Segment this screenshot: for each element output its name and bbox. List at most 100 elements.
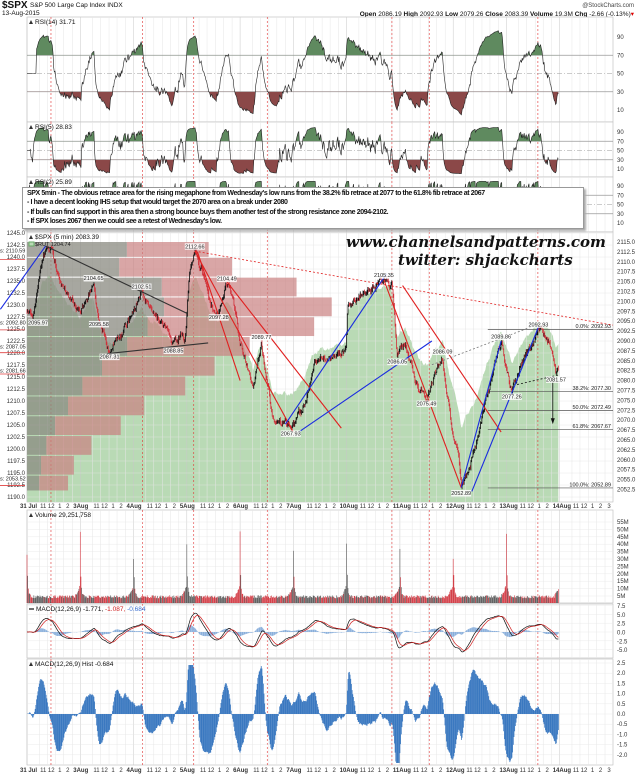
macd-axis-tick: -5.0 bbox=[617, 648, 628, 654]
volume-bar bbox=[249, 597, 250, 603]
volume-bar bbox=[535, 596, 537, 603]
volume-bar bbox=[376, 595, 377, 603]
left-axis-tick: 1242.5 bbox=[7, 243, 26, 249]
volume-bar bbox=[140, 597, 141, 603]
macd-label-part: -1.771, bbox=[83, 606, 105, 613]
hist-axis-tick: 0.0 bbox=[617, 712, 626, 718]
volume-bar bbox=[426, 597, 427, 603]
volume-bar bbox=[32, 597, 33, 603]
volume-bar bbox=[328, 597, 330, 603]
volume-bar bbox=[164, 597, 166, 603]
volume-bar bbox=[379, 595, 381, 603]
volume-bar bbox=[260, 595, 261, 603]
volume-bar bbox=[459, 597, 461, 603]
volume-bar bbox=[45, 597, 47, 603]
macd-hist-label: MACD(12,26,9) Hist -0.684 bbox=[35, 661, 114, 668]
volume-bar bbox=[248, 596, 250, 603]
volume-bar bbox=[487, 595, 488, 603]
volume-bar bbox=[90, 596, 91, 603]
x-axis-hour-label: 12 bbox=[314, 768, 321, 774]
volume-bar bbox=[278, 597, 280, 603]
copyright: @StockCharts.com bbox=[582, 3, 634, 9]
volume-bar bbox=[299, 596, 301, 603]
close-value: 2083.39 bbox=[504, 11, 529, 18]
volume-bar bbox=[550, 596, 552, 603]
right-axis-tick: 2105.0 bbox=[617, 280, 636, 286]
x-axis-hour-label: 11 bbox=[413, 768, 420, 774]
volume-bar bbox=[96, 596, 97, 603]
volume-bar bbox=[282, 597, 284, 603]
pivot-label-bg bbox=[280, 430, 301, 437]
volume-bar bbox=[312, 597, 313, 603]
volume-bar bbox=[308, 597, 310, 603]
x-axis-hour-label: 11 bbox=[520, 504, 527, 510]
volume-bar bbox=[323, 596, 324, 603]
volume-bar bbox=[445, 595, 446, 603]
pivot-label: 2086.05 bbox=[387, 360, 407, 366]
trendline bbox=[383, 279, 462, 488]
ohlc-summary: Open 2086.19 High 2092.93 Low 2079.26 Cl… bbox=[360, 10, 634, 18]
volume-bar bbox=[343, 591, 345, 603]
left-axis-tick: 1212.5 bbox=[7, 387, 26, 393]
volume-bar bbox=[506, 575, 508, 603]
x-axis-hour-label: 1 bbox=[591, 768, 595, 774]
volume-bar bbox=[334, 598, 336, 603]
macd-label-part: -0.684 bbox=[127, 606, 146, 613]
volume-bar bbox=[151, 595, 153, 603]
pane-menu-icon bbox=[29, 235, 33, 239]
volume-bar bbox=[451, 589, 453, 603]
volume-bar bbox=[99, 597, 100, 603]
volume-by-price-bar-up bbox=[27, 257, 120, 277]
volume-bar bbox=[405, 596, 406, 603]
volume-bar bbox=[537, 596, 539, 603]
volume-bar bbox=[450, 589, 451, 603]
volume-bar bbox=[191, 597, 193, 603]
volume-bar bbox=[452, 587, 453, 603]
volume-bar bbox=[200, 596, 202, 603]
fib-level-label: 0.0%: 2092.93 bbox=[576, 324, 611, 330]
rsi-pane-rsi5 bbox=[26, 121, 614, 178]
volume-bar bbox=[327, 595, 328, 603]
ma-value-tag: s: 2092.80 bbox=[0, 321, 26, 327]
volume-bar bbox=[269, 597, 271, 603]
volume-bar bbox=[318, 597, 319, 603]
x-axis-hour-label: 2 bbox=[599, 504, 603, 510]
volume-bar bbox=[339, 597, 341, 603]
volume-bar bbox=[95, 595, 97, 603]
volume-bar bbox=[94, 596, 96, 603]
volume-bar bbox=[275, 597, 276, 603]
left-axis-tick: 1220.0 bbox=[7, 351, 26, 357]
x-axis-hour-label: 11 bbox=[253, 504, 260, 510]
volume-bar bbox=[183, 592, 184, 603]
volume-bar bbox=[149, 597, 151, 603]
x-axis-day-label: 13Aug bbox=[499, 504, 518, 510]
volume-bar bbox=[235, 596, 236, 603]
volume-bar bbox=[396, 593, 397, 603]
volume-bar bbox=[522, 596, 524, 603]
volume-bar bbox=[173, 595, 175, 603]
left-axis-tick: 1207.5 bbox=[7, 411, 26, 417]
volume-bar bbox=[94, 596, 95, 603]
volume-bar bbox=[283, 597, 285, 603]
volume-bar bbox=[63, 598, 65, 603]
x-axis-hour-label: 11 bbox=[466, 768, 473, 774]
volume-axis-tick: 20M bbox=[617, 572, 629, 578]
volume-bar bbox=[300, 597, 302, 603]
volume-bar bbox=[295, 591, 296, 603]
volume-bar bbox=[496, 596, 498, 603]
volume-bar bbox=[312, 595, 314, 603]
volume-bar bbox=[271, 597, 273, 603]
rsi-axis-tick: 90 bbox=[617, 35, 624, 41]
volume-bar bbox=[410, 597, 412, 603]
volume-bar bbox=[515, 597, 517, 603]
volume-bar bbox=[126, 595, 128, 603]
volume-bar bbox=[266, 596, 268, 603]
volume-bar bbox=[220, 596, 222, 603]
volume-bar bbox=[36, 596, 37, 603]
volume-bar bbox=[515, 597, 516, 603]
x-axis-hour-label: 3 bbox=[607, 768, 611, 774]
volume-bar bbox=[557, 590, 558, 603]
volume-bar bbox=[170, 596, 171, 603]
volume-bar bbox=[288, 594, 290, 603]
volume-bar bbox=[467, 595, 468, 603]
